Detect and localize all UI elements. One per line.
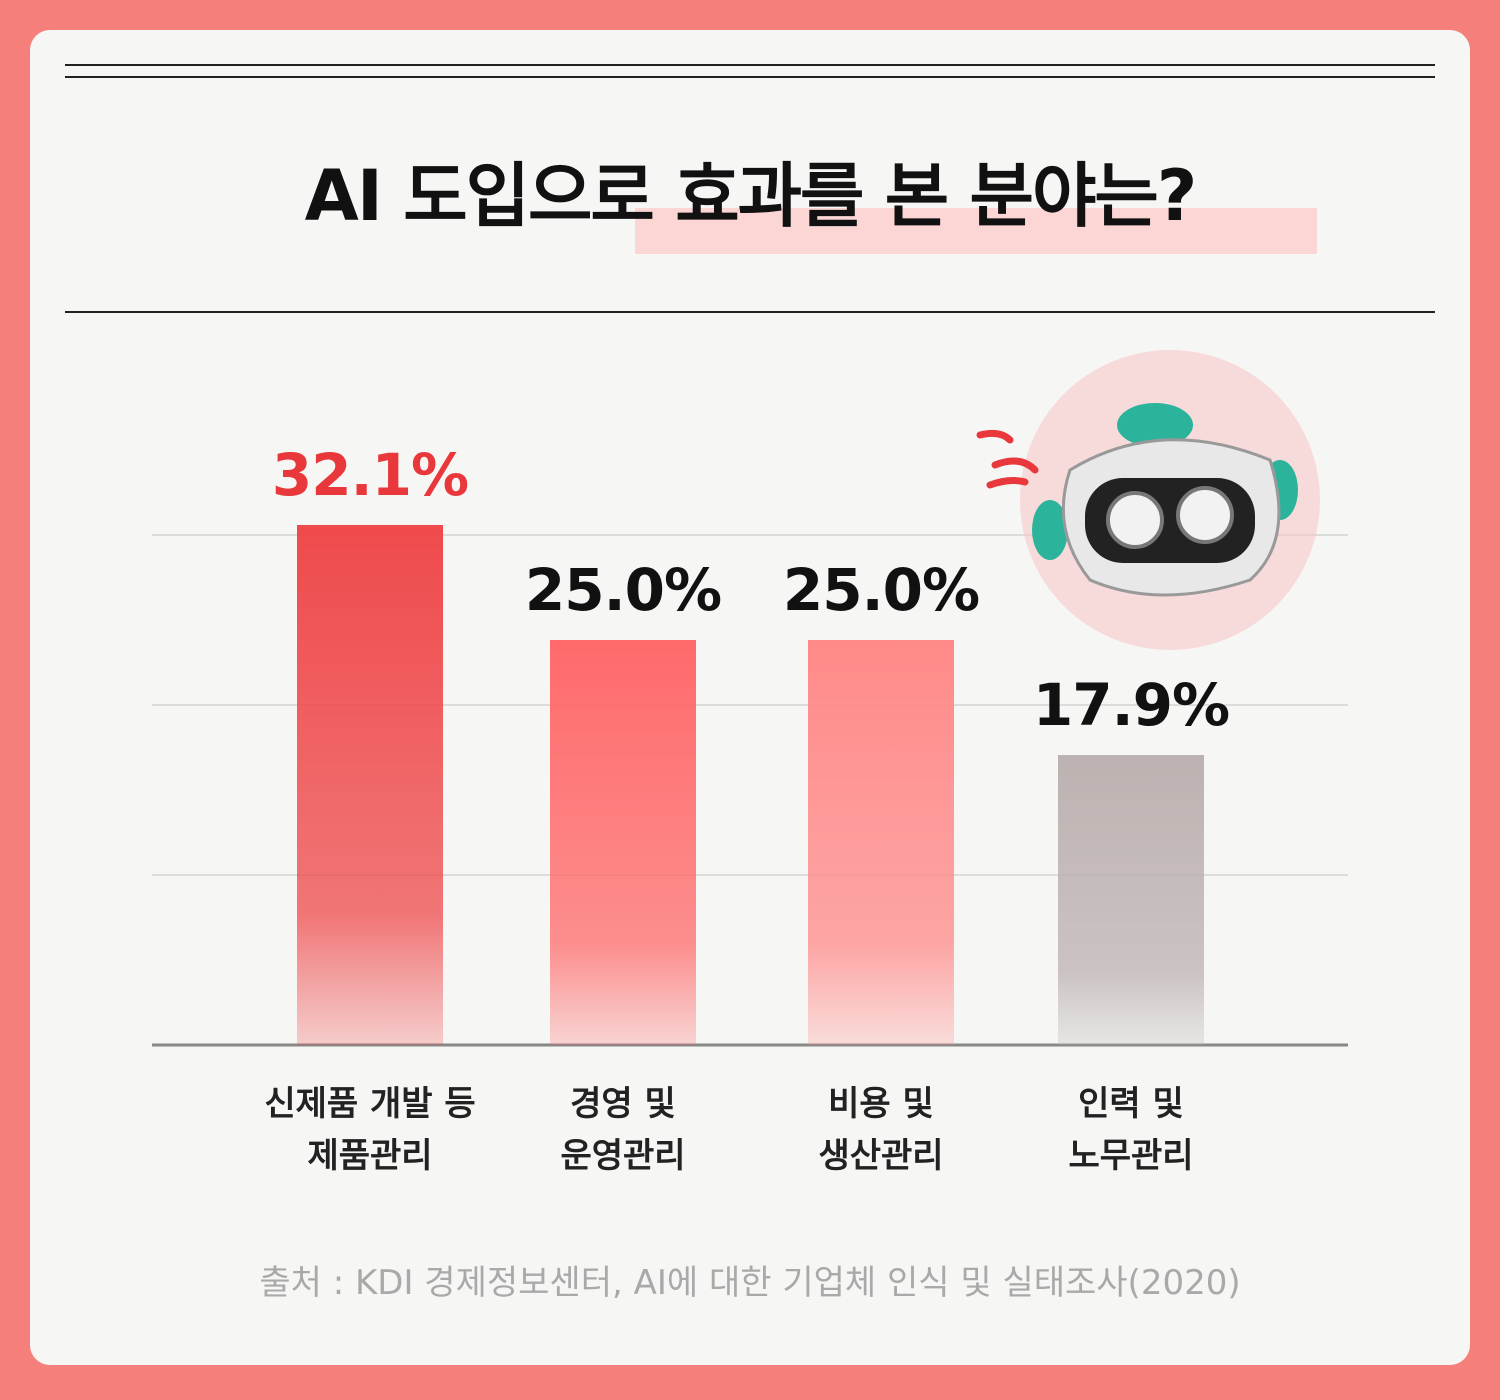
value-label: 17.9% [1033,671,1229,739]
value-label: 25.0% [525,556,721,624]
chart-title: AI 도입으로 효과를 본 분야는? [304,155,1198,237]
title-highlight [635,208,1317,254]
source: 출처 : KDI 경제정보센터, AI에 대한 기업체 인식 및 실태조사(20… [259,1263,1241,1303]
category-label: 신제품 개발 등 제품관리 [264,1084,476,1176]
category-label: 인력 및 노무관리 [1068,1084,1194,1176]
category-label: 비용 및 생산관리 [818,1084,944,1176]
category-label: 경영 및 운영관리 [560,1084,686,1176]
bar [808,640,954,1045]
bar [550,640,696,1045]
value-label: 32.1% [272,441,468,509]
robot [976,350,1320,650]
value-label: 25.0% [783,556,979,624]
bar [297,524,443,1045]
bar [1058,755,1204,1045]
